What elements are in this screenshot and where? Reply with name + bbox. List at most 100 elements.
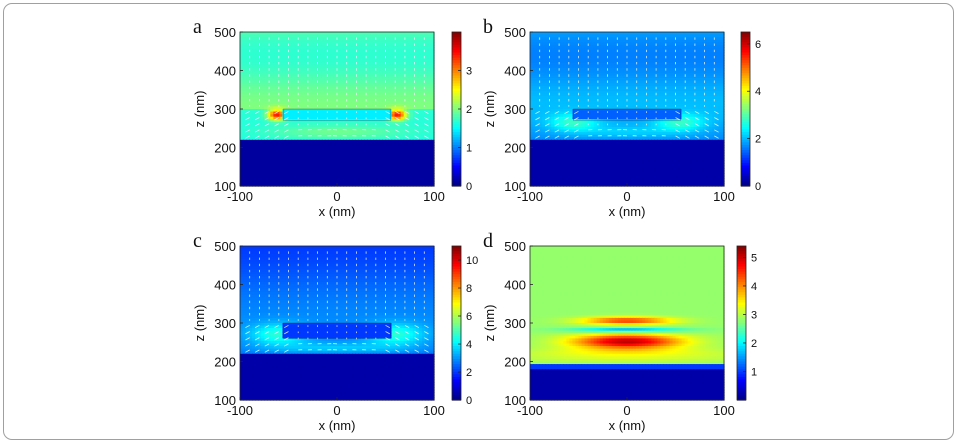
heat-cell xyxy=(699,34,704,38)
heat-cell xyxy=(708,42,713,46)
heat-cell xyxy=(243,173,247,177)
heat-cell xyxy=(297,116,302,120)
heat-cell xyxy=(717,32,722,36)
heat-cell xyxy=(394,44,399,48)
heat-cell xyxy=(355,178,359,182)
heat-cell xyxy=(645,39,649,43)
heat-cell xyxy=(364,83,368,87)
heat-cell xyxy=(240,134,244,138)
heat-cell xyxy=(355,116,359,120)
heat-cell xyxy=(364,65,368,69)
heat-cell xyxy=(421,37,426,41)
heat-cell xyxy=(300,147,305,151)
heat-cell xyxy=(312,126,317,131)
heat-cell xyxy=(294,73,299,77)
heat-cell xyxy=(300,126,305,131)
heat-cell xyxy=(261,132,265,136)
heat-cell xyxy=(309,139,314,143)
heat-cell xyxy=(294,44,299,48)
heat-cell xyxy=(361,47,365,51)
heat-cell xyxy=(327,70,332,74)
heat-cell xyxy=(349,62,353,66)
heat-cell xyxy=(599,37,604,41)
heat-cell xyxy=(321,173,326,177)
heat-cell xyxy=(243,168,247,172)
heat-cell xyxy=(355,144,359,149)
heat-cell xyxy=(297,80,302,84)
heat-cell xyxy=(406,75,411,79)
heat-cell xyxy=(355,39,359,43)
heat-cell xyxy=(394,49,399,54)
heat-cell xyxy=(273,75,277,79)
heat-cell xyxy=(418,73,423,77)
heat-cell xyxy=(330,147,335,151)
heat-cell xyxy=(391,96,396,100)
heat-cell xyxy=(400,75,405,79)
heat-cell xyxy=(246,37,250,41)
heat-cell xyxy=(321,129,326,133)
heat-cell xyxy=(288,119,293,123)
heat-cell xyxy=(370,85,374,90)
heat-cell xyxy=(333,47,338,51)
heat-cell xyxy=(382,114,387,118)
heat-cell xyxy=(430,144,435,149)
heat-cell xyxy=(370,80,374,84)
heat-cell xyxy=(427,75,432,79)
heat-cell xyxy=(364,129,368,133)
heat-cell xyxy=(267,116,271,120)
heat-cell xyxy=(309,103,314,108)
heat-cell xyxy=(361,78,365,82)
heat-cell xyxy=(337,91,341,95)
heat-cell xyxy=(309,78,314,82)
heat-cell xyxy=(321,160,326,164)
heat-cell xyxy=(687,42,692,46)
heat-cell xyxy=(294,175,299,179)
heat-cell xyxy=(288,52,293,56)
heat-cell xyxy=(252,70,256,74)
heat-cell xyxy=(252,47,256,51)
heat-cell xyxy=(394,106,399,110)
colorbar-step xyxy=(452,42,461,46)
heat-cell xyxy=(306,150,311,154)
heat-cell xyxy=(294,162,299,167)
heat-cell xyxy=(303,93,308,97)
heat-cell xyxy=(330,170,335,174)
heat-cell xyxy=(285,162,290,167)
heat-cell xyxy=(333,165,338,169)
heat-cell xyxy=(406,162,411,167)
heat-cell xyxy=(400,83,405,87)
heat-cell xyxy=(373,42,378,46)
heat-cell xyxy=(282,183,287,187)
heat-cell xyxy=(288,155,293,159)
heat-cell xyxy=(303,155,308,159)
heat-cell xyxy=(261,129,265,133)
heat-cell xyxy=(394,139,399,143)
heat-cell xyxy=(358,96,362,100)
heat-cell xyxy=(279,34,284,38)
heat-cell xyxy=(270,49,274,54)
heat-cell xyxy=(333,134,338,138)
heat-cell xyxy=(648,37,652,41)
heat-cell xyxy=(240,93,244,97)
heat-cell xyxy=(306,85,311,90)
heat-cell xyxy=(415,124,420,128)
heat-cell xyxy=(352,157,356,161)
heat-cell xyxy=(288,80,293,84)
heat-cell xyxy=(379,42,384,46)
heat-cell xyxy=(364,121,368,125)
heat-cell xyxy=(276,101,281,105)
heat-cell xyxy=(279,78,284,82)
heat-cell xyxy=(394,101,399,105)
heat-cell xyxy=(288,67,293,72)
heat-cell xyxy=(397,114,402,118)
heat-cell xyxy=(424,60,429,64)
heat-cell xyxy=(551,32,555,36)
heat-cell xyxy=(346,52,350,56)
heat-cell xyxy=(324,168,329,172)
heat-cell xyxy=(318,155,323,159)
heat-cell xyxy=(421,96,426,100)
heat-cell xyxy=(285,49,290,54)
heat-cell xyxy=(327,183,332,187)
heat-cell xyxy=(349,44,353,48)
heat-cell xyxy=(261,34,265,38)
